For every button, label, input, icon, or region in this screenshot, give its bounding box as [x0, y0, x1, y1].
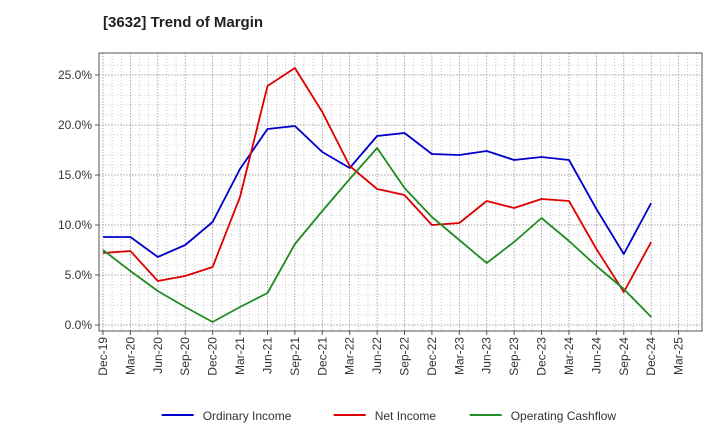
legend-label-operating-cashflow: Operating Cashflow	[511, 409, 617, 423]
x-tick-label: Dec-21	[315, 337, 329, 376]
plot-background	[99, 53, 702, 331]
x-tick-label: Mar-20	[123, 337, 137, 375]
y-tick-label: 20.0%	[58, 118, 92, 132]
legend-label-ordinary-income: Ordinary Income	[203, 409, 292, 423]
y-tick-label: 15.0%	[58, 168, 92, 182]
x-tick-label: Sep-20	[178, 337, 192, 376]
y-tick-label: 25.0%	[58, 68, 92, 82]
x-tick-label: Dec-24	[644, 337, 658, 376]
x-tick-label: Jun-21	[260, 337, 274, 374]
y-tick-label: 10.0%	[58, 218, 92, 232]
plot-frame	[98, 52, 703, 332]
x-tick-label: Sep-23	[507, 337, 521, 376]
series-line-ordinary-income	[103, 125, 652, 258]
x-tick-label: Mar-22	[343, 337, 357, 375]
x-tick-label: Mar-21	[233, 337, 247, 375]
x-tick-label: Sep-24	[617, 337, 631, 376]
x-tick-label: Dec-23	[535, 337, 549, 376]
x-tick-label: Dec-22	[425, 337, 439, 376]
series-line-operating-cashflow	[102, 147, 652, 323]
series-line-net-income	[102, 67, 652, 293]
chart-title: [3632] Trend of Margin	[103, 14, 264, 31]
y-tick-label: 5.0%	[65, 268, 93, 282]
x-tick-label: Mar-25	[672, 337, 686, 375]
x-tick-label: Dec-19	[96, 337, 110, 376]
legend-label-net-income: Net Income	[375, 409, 437, 423]
x-tick-label: Jun-20	[151, 337, 165, 374]
x-tick-label: Sep-22	[398, 337, 412, 376]
x-tick-label: Dec-20	[206, 337, 220, 376]
y-tick-label: 0.0%	[65, 318, 93, 332]
x-tick-label: Sep-21	[288, 337, 302, 376]
x-tick-label: Jun-23	[480, 337, 494, 374]
x-tick-label: Jun-24	[589, 337, 603, 374]
x-tick-label: Jun-22	[370, 337, 384, 374]
x-tick-label: Mar-23	[452, 337, 466, 375]
x-tick-label: Mar-24	[562, 337, 576, 375]
